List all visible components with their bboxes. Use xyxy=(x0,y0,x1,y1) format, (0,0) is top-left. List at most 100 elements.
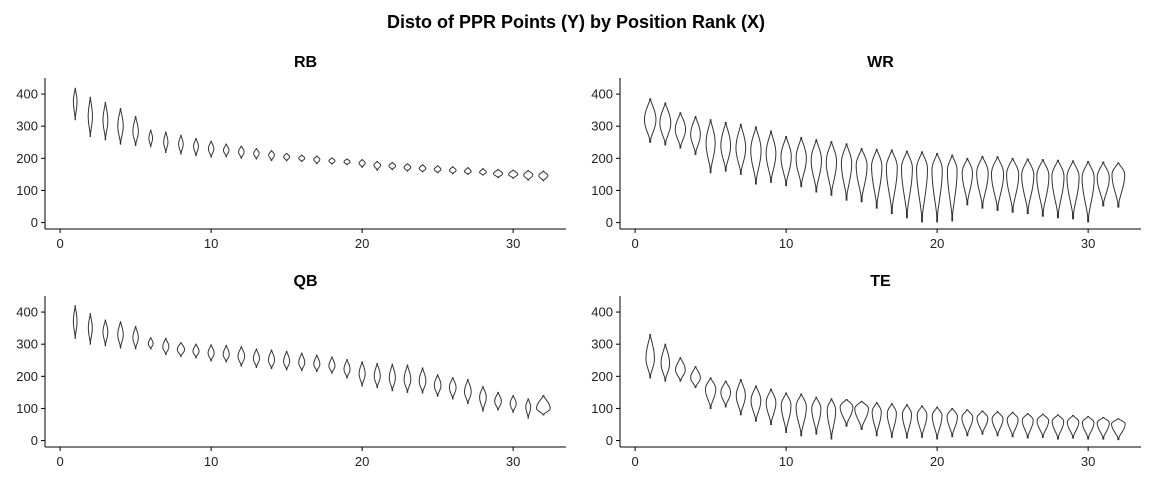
y-tick-label: 400 xyxy=(16,305,38,320)
violin-mark xyxy=(147,337,154,350)
y-tick-label: 100 xyxy=(16,401,38,416)
violin-mark xyxy=(720,121,732,172)
violin-mark xyxy=(328,157,336,165)
violin-mark xyxy=(178,134,184,155)
violin-mark xyxy=(1036,413,1050,438)
violin-mark xyxy=(1096,416,1110,440)
violin-mark xyxy=(1111,418,1126,441)
violin-mark xyxy=(871,148,883,209)
panel-qb: QB 0 100 200 300 400 0 10 20 30 xyxy=(16,273,566,469)
panel-wr: WR 0 100 200 300 400 0 10 20 30 xyxy=(591,54,1141,251)
violin-mark xyxy=(1081,415,1095,440)
panel-title: RB xyxy=(294,54,317,71)
violin-mark xyxy=(826,398,837,440)
y-tick-label: 100 xyxy=(591,401,613,416)
x-tick-label: 30 xyxy=(506,236,520,251)
violin-mark xyxy=(643,98,657,143)
violin-mark xyxy=(117,321,124,349)
violin-mark xyxy=(946,154,958,222)
violin-mark xyxy=(690,366,701,389)
violin-mark xyxy=(373,362,381,389)
violin-mark xyxy=(1081,161,1095,223)
x-tick-label: 0 xyxy=(631,454,638,469)
y-tick-label: 400 xyxy=(591,87,613,102)
violin-mark xyxy=(885,149,898,215)
violin-mark xyxy=(645,334,655,379)
violin-mark xyxy=(1036,159,1050,217)
violin-mark xyxy=(961,409,974,437)
y-tick-label: 200 xyxy=(16,369,38,384)
violin-mark xyxy=(313,155,321,165)
violin-mark xyxy=(238,145,245,159)
violin-mark xyxy=(252,348,260,368)
violin-mark xyxy=(253,148,260,160)
violin-mark xyxy=(102,319,109,347)
violin-mark xyxy=(674,112,687,149)
violin-mark xyxy=(509,395,517,413)
violin-mark xyxy=(222,344,230,363)
violin-mark xyxy=(855,148,868,203)
violin-mark xyxy=(162,337,170,355)
x-tick-label: 20 xyxy=(930,454,944,469)
violin-mark xyxy=(508,169,519,179)
violin-mark xyxy=(735,379,746,416)
violin-mark xyxy=(839,398,854,427)
violin-mark xyxy=(780,135,792,187)
violin-mark xyxy=(1096,161,1110,207)
violin-mark xyxy=(479,386,487,412)
y-tick-label: 0 xyxy=(606,215,613,230)
violin-mark xyxy=(358,361,366,387)
violin-mark xyxy=(854,400,869,430)
violin-mark xyxy=(494,391,502,411)
violin-mark xyxy=(298,154,306,163)
violin-mark xyxy=(810,139,822,193)
violin-mark xyxy=(403,364,412,393)
violin-mark xyxy=(223,143,230,158)
violin-mark xyxy=(207,344,215,362)
panel-title: QB xyxy=(294,273,318,290)
violin-mark xyxy=(464,167,472,175)
violin-mark xyxy=(388,161,397,171)
violin-mark xyxy=(343,359,351,379)
x-tick-label: 0 xyxy=(56,454,63,469)
violin-mark xyxy=(283,153,291,162)
violin-mark xyxy=(72,305,78,339)
violin-mark xyxy=(87,96,93,137)
violin-mark xyxy=(931,153,943,223)
violin-mark xyxy=(117,108,124,145)
violin-mark xyxy=(931,406,943,440)
violin-mark xyxy=(871,402,882,437)
violin-mark xyxy=(946,407,958,438)
violin-mark xyxy=(1006,157,1020,213)
y-tick-label: 100 xyxy=(591,183,613,198)
violin-mark xyxy=(705,119,716,174)
panel-rb: RB 0 100 200 300 400 0 10 20 30 xyxy=(16,54,566,251)
x-tick-label: 0 xyxy=(56,236,63,251)
violin-mark xyxy=(373,161,382,171)
violin-mark xyxy=(448,166,457,175)
violin-mark xyxy=(1021,158,1035,215)
violin-mark xyxy=(433,165,442,174)
violin-mark xyxy=(886,403,897,438)
x-tick-label: 30 xyxy=(1081,454,1095,469)
violin-mark xyxy=(795,136,807,188)
y-tick-label: 0 xyxy=(31,215,38,230)
violin-mark xyxy=(207,140,215,158)
x-tick-label: 20 xyxy=(930,236,944,251)
violin-mark xyxy=(1051,159,1065,219)
violin-mark xyxy=(916,405,928,438)
violin-mark xyxy=(1111,162,1126,208)
violin-mark xyxy=(961,157,973,206)
violin-mark xyxy=(132,326,139,350)
y-tick-label: 0 xyxy=(606,433,613,448)
violin-mark xyxy=(1006,411,1019,438)
violin-mark xyxy=(283,350,291,371)
violin-mark xyxy=(536,395,551,416)
x-tick-label: 20 xyxy=(355,454,369,469)
violin-mark xyxy=(990,156,1005,211)
violin-mark xyxy=(418,164,427,173)
violin-mark xyxy=(675,357,686,382)
violin-mark xyxy=(765,130,777,183)
violin-mark xyxy=(433,374,442,397)
